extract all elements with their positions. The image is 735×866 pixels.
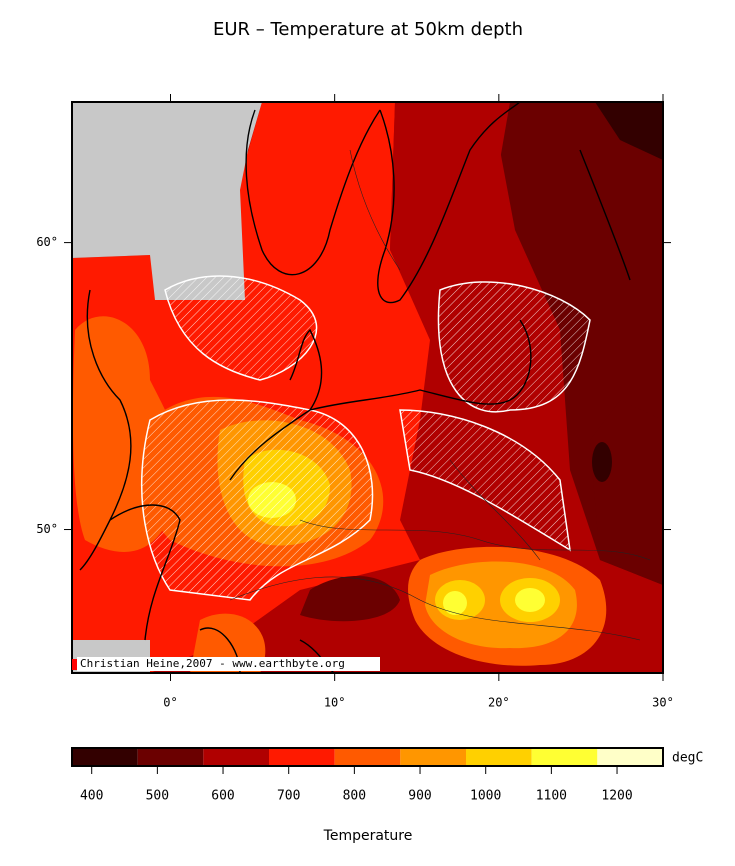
colorbar-segment bbox=[466, 748, 532, 766]
colorbar-tick-label: 1100 bbox=[536, 789, 567, 804]
credit-marker bbox=[72, 659, 77, 670]
colorbar-segment bbox=[531, 748, 598, 766]
y-tick-label: 50° bbox=[36, 522, 58, 536]
colorbar-tick-label: 600 bbox=[211, 789, 234, 804]
credit-box bbox=[77, 657, 380, 671]
credit: Christian Heine,2007 - www.earthbyte.org bbox=[80, 657, 345, 670]
colorbar-tick-label: 500 bbox=[146, 789, 169, 804]
colorbar-segment bbox=[597, 748, 663, 766]
colorbar-tick-label: 400 bbox=[80, 789, 103, 804]
map-frame bbox=[71, 101, 664, 674]
colorbar-segment bbox=[137, 748, 204, 766]
colorbar-segment bbox=[269, 748, 335, 766]
colorbar-tick-label: 1000 bbox=[470, 789, 501, 804]
colorbar-frame bbox=[71, 747, 664, 767]
colorbar-segment bbox=[203, 748, 269, 766]
colorbar: 400 500 600 700 800 900 1000 1100 1200 bbox=[71, 747, 664, 804]
y-tick-label: 60° bbox=[36, 235, 58, 249]
colorbar-tick-label: 900 bbox=[408, 789, 431, 804]
colorbar-label: Temperature bbox=[323, 828, 413, 844]
x-tick-label: 30° bbox=[652, 696, 674, 710]
colorbar-tick-label: 800 bbox=[343, 789, 366, 804]
colorbar-segment bbox=[334, 748, 401, 766]
colorbar-tick-label: 700 bbox=[277, 789, 300, 804]
x-tick-label: 10° bbox=[324, 696, 346, 710]
map-field bbox=[72, 102, 663, 673]
x-tick-label: 20° bbox=[488, 696, 510, 710]
x-tick-label: 0° bbox=[163, 696, 177, 710]
colorbar-unit: degC bbox=[672, 751, 703, 766]
colorbar-segment bbox=[72, 748, 138, 766]
colorbar-tick-label: 1200 bbox=[601, 789, 632, 804]
title: EUR – Temperature at 50km depth bbox=[213, 19, 523, 40]
colorbar-segment bbox=[400, 748, 466, 766]
